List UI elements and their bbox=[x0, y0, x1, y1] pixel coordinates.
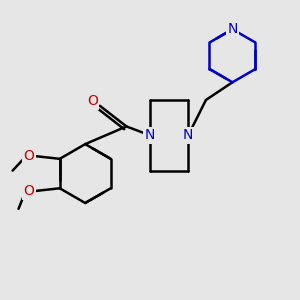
Text: O: O bbox=[87, 94, 98, 108]
Text: O: O bbox=[23, 184, 34, 198]
Text: N: N bbox=[183, 128, 194, 142]
Text: O: O bbox=[23, 149, 34, 163]
Text: N: N bbox=[145, 128, 155, 142]
Text: N: N bbox=[227, 22, 238, 36]
